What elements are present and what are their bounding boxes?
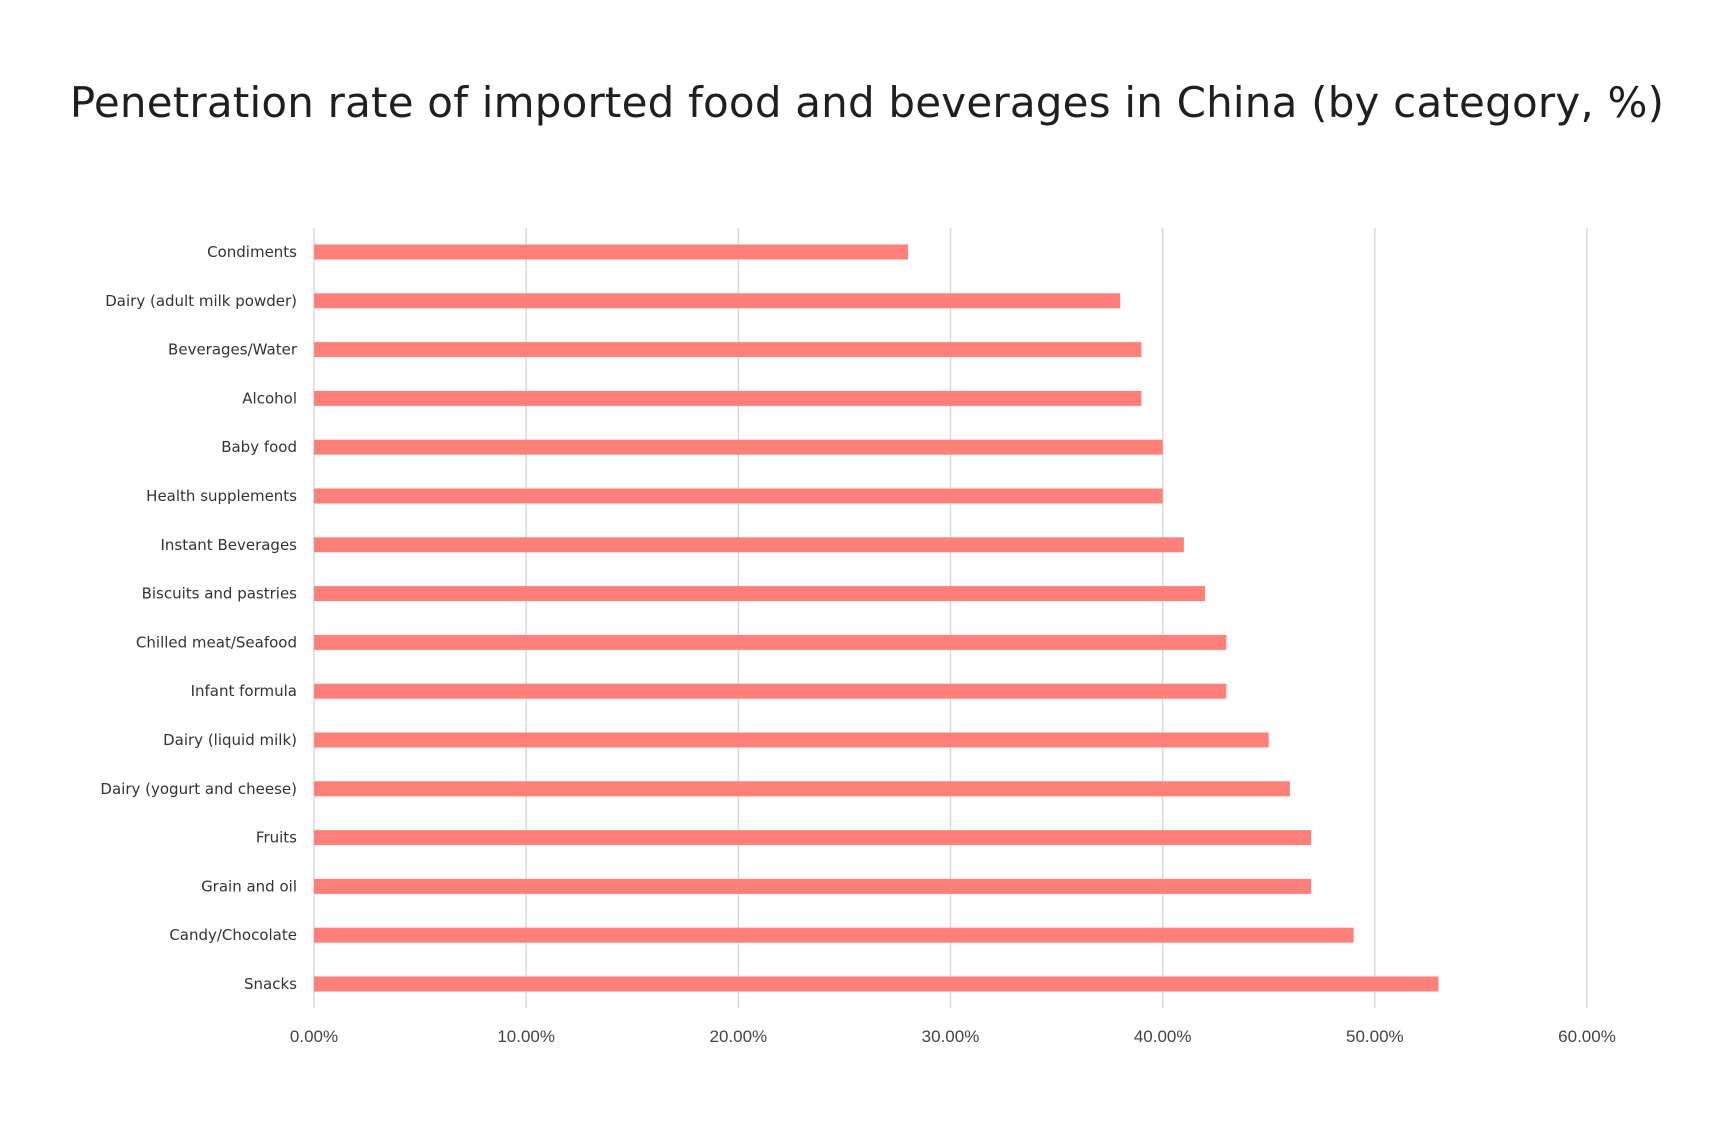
bar bbox=[314, 683, 1227, 699]
bar bbox=[314, 439, 1163, 455]
bar bbox=[314, 244, 909, 260]
category-label: Baby food bbox=[221, 438, 297, 456]
category-label: Dairy (liquid milk) bbox=[163, 731, 297, 749]
bar bbox=[314, 537, 1184, 553]
bar bbox=[314, 488, 1163, 504]
x-tick-label: 10.00% bbox=[497, 1027, 555, 1046]
category-label: Dairy (yogurt and cheese) bbox=[100, 780, 297, 798]
x-axis-tick-labels: 0.00% 10.00% 20.00% 30.00% 40.00% 50.00% 60.00… bbox=[290, 1027, 1616, 1046]
bar bbox=[314, 976, 1439, 992]
x-tick-label: 0.00% bbox=[290, 1027, 338, 1046]
category-label: Grain and oil bbox=[201, 877, 297, 895]
x-tick-label: 30.00% bbox=[922, 1027, 980, 1046]
category-label: Health supplements bbox=[146, 487, 297, 505]
bar bbox=[314, 830, 1312, 846]
category-label: Fruits bbox=[256, 829, 297, 847]
category-label: Candy/Chocolate bbox=[169, 926, 297, 944]
bar bbox=[314, 586, 1206, 602]
category-label: Snacks bbox=[244, 975, 297, 993]
x-tick-label: 60.00% bbox=[1558, 1027, 1616, 1046]
bar bbox=[314, 732, 1269, 748]
category-label: Chilled meat/Seafood bbox=[136, 633, 297, 651]
category-label: Beverages/Water bbox=[168, 341, 298, 359]
gridlines bbox=[313, 228, 1588, 1008]
chart-title: Penetration rate of imported food and be… bbox=[69, 78, 1665, 127]
category-labels: Condiments Dairy (adult milk powder) Bever… bbox=[100, 243, 297, 993]
bar bbox=[314, 390, 1142, 406]
x-tick-label: 40.00% bbox=[1134, 1027, 1192, 1046]
category-label: Infant formula bbox=[191, 682, 297, 700]
bar bbox=[314, 878, 1312, 894]
category-label: Condiments bbox=[207, 243, 297, 261]
bar bbox=[314, 293, 1121, 309]
category-label: Alcohol bbox=[242, 389, 297, 407]
x-tick-label: 20.00% bbox=[709, 1027, 767, 1046]
category-label: Dairy (adult milk powder) bbox=[105, 292, 297, 310]
bar bbox=[314, 927, 1354, 943]
category-label: Instant Beverages bbox=[160, 536, 297, 554]
x-tick-label: 50.00% bbox=[1346, 1027, 1404, 1046]
bar bbox=[314, 634, 1227, 650]
bar bbox=[314, 781, 1290, 797]
category-label: Biscuits and pastries bbox=[142, 585, 298, 603]
bar bbox=[314, 342, 1142, 358]
bars bbox=[314, 244, 1439, 992]
